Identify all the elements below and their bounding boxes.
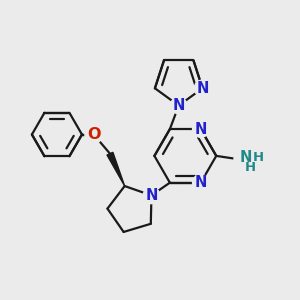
Circle shape <box>234 144 266 176</box>
Text: O: O <box>87 127 101 142</box>
Circle shape <box>194 80 211 97</box>
Circle shape <box>193 174 209 191</box>
Text: N: N <box>172 98 185 113</box>
Circle shape <box>143 187 160 204</box>
Text: N: N <box>195 175 207 190</box>
Circle shape <box>170 97 187 114</box>
Text: N: N <box>195 122 207 136</box>
Text: N: N <box>196 81 209 96</box>
Text: N: N <box>145 188 158 203</box>
Text: H: H <box>253 151 264 164</box>
Circle shape <box>193 121 209 137</box>
Text: H: H <box>244 161 256 174</box>
Circle shape <box>85 126 103 143</box>
Polygon shape <box>107 152 125 186</box>
Text: N: N <box>239 150 252 165</box>
